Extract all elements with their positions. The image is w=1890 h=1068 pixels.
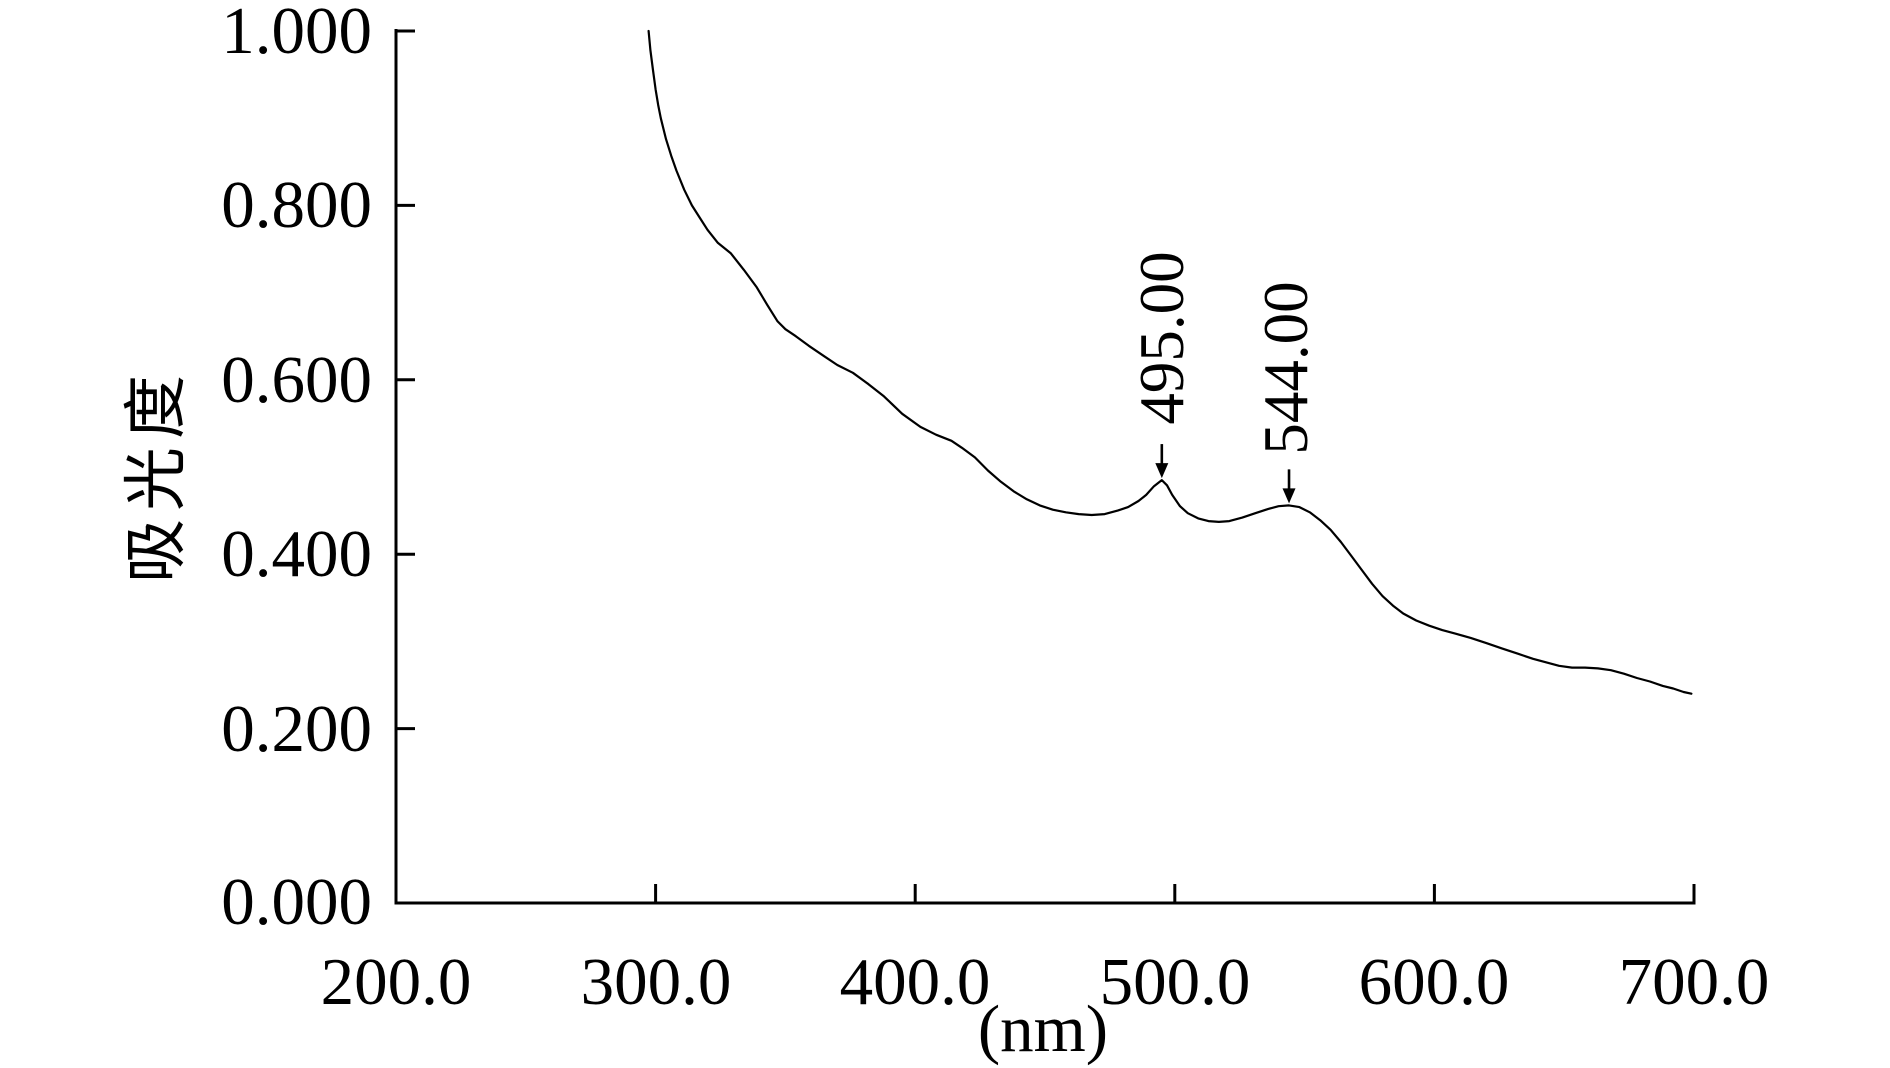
y-tick-label-0.200: 0.200: [221, 692, 372, 766]
y-tick-label-0.400: 0.400: [221, 517, 372, 591]
x-tick-label-500: 500.0: [1099, 945, 1251, 1019]
y-tick-label-1.000: 1.000: [221, 0, 372, 68]
y-tick-label-0.800: 0.800: [221, 168, 372, 242]
peak-arrow-head-495: [1155, 463, 1169, 479]
x-tick-label-700: 700.0: [1618, 945, 1770, 1019]
peak-label-544: 544.00: [1251, 281, 1321, 455]
x-tick-label-600: 600.0: [1358, 945, 1510, 1019]
peak-label-495: 495.00: [1127, 251, 1197, 425]
peak-arrow-head-544: [1282, 488, 1296, 504]
y-tick-label-0.600: 0.600: [221, 343, 372, 417]
x-axis-title: (nm): [977, 992, 1109, 1066]
x-tick-label-400: 400.0: [839, 945, 991, 1019]
y-axis-title: 吸光度: [121, 367, 192, 583]
spectrum-curve: [647, 29, 1693, 695]
x-tick-label-300: 300.0: [580, 945, 732, 1019]
x-tick-label-200: 200.0: [320, 945, 472, 1019]
y-tick-label-0.000: 0.000: [221, 865, 372, 939]
